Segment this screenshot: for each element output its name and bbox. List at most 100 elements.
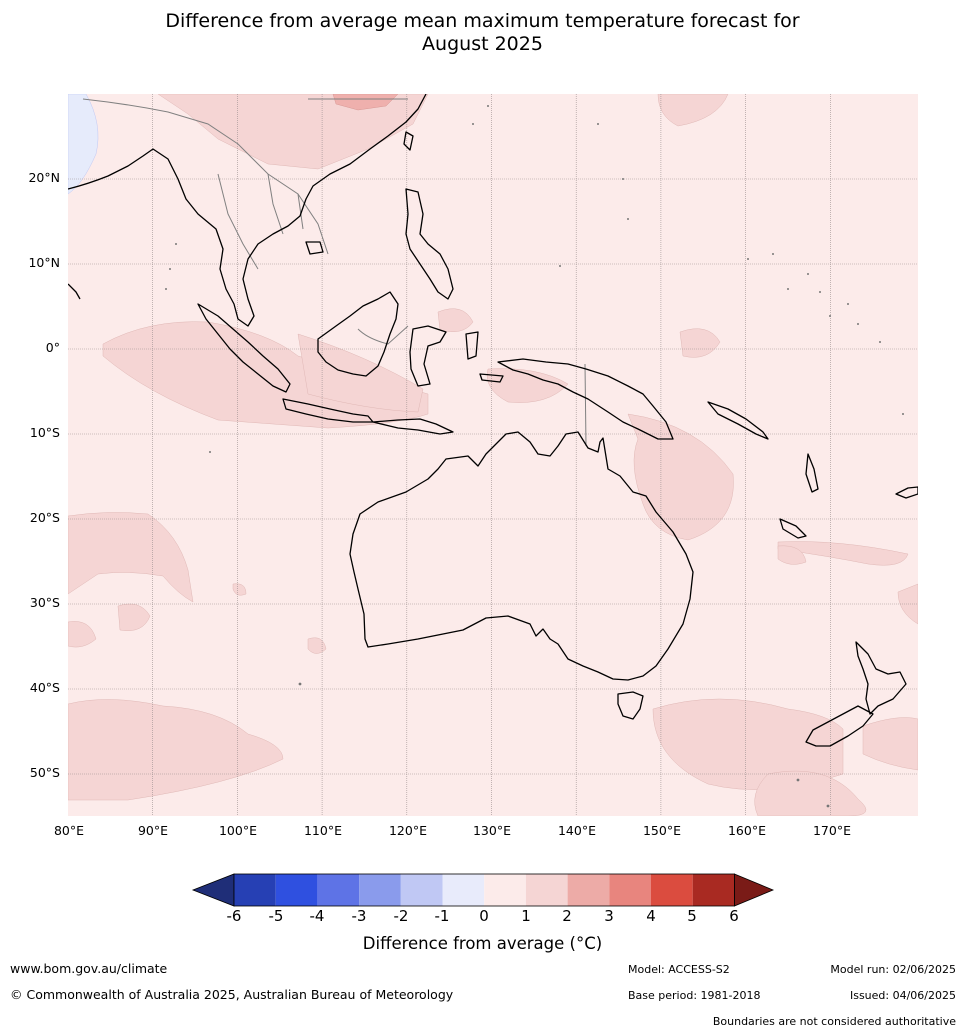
colorbar-segment-6 [484,874,526,906]
anomaly-region-south-china [157,94,429,170]
anomaly-region-south-indian-west [68,512,194,603]
coastline-sumatra [197,303,291,393]
longitude-label-150e: 150°E [642,823,681,838]
colorbar-segment-below-6 [191,873,235,907]
colorbar-segment-8 [567,874,610,906]
colorbar-segment-1 [275,874,318,906]
title-line-2: August 2025 [422,33,543,55]
colorbar-tick-2: 2 [562,907,572,925]
latitude-label-10s: 10°S [29,425,60,440]
coastline-seram [479,373,504,383]
colorbar-tick-6: 6 [729,907,739,925]
anomaly-region-coral-sea [627,413,734,541]
title-line-1: Difference from average mean maximum tem… [165,10,800,32]
colorbar-segment-above-6 [734,873,775,907]
longitude-label-100e: 100°E [218,823,257,838]
footer-disclaimer: Boundaries are not considered authoritat… [712,1015,956,1028]
coastline-sulawesi [409,325,447,387]
latitude-label-10n: 10°N [28,255,60,270]
colorbar-tick-minus-2: -2 [393,907,409,925]
coastline-solomons [707,401,769,440]
coastline-vanuatu [805,453,819,493]
longitude-label-160e: 160°E [727,823,766,838]
anomaly-region-celebes [437,308,474,332]
footer-copyright: © Commonwealth of Australia 2025, Austra… [10,987,454,1002]
anomaly-region-southern-ocean-east [754,770,867,816]
colorbar-segment-10 [651,874,693,906]
coastline-tasmania [617,691,644,720]
coastline-lesser-sunda [372,418,454,435]
longitude-label-170e: 170°E [812,823,851,838]
colorbar-segment-5 [442,874,485,906]
graticule [68,94,918,816]
coastline-hainan [305,241,324,255]
warm-spot-south-china [332,94,399,111]
coastline-fiji [895,486,918,499]
colorbar-tick-1: 1 [521,907,531,925]
coastline-mainland-asia [68,94,427,327]
coastline-india [68,283,81,300]
anomaly-region-southern-ocean-west [68,699,284,801]
coastline-new-guinea [497,358,674,440]
colorbar-tick-minus-5: -5 [268,907,284,925]
anomaly-region-java-sea [297,333,424,413]
longitude-label-110e: 110°E [303,823,342,838]
anomaly-region-png [486,368,569,403]
anomaly-region-pacific-east-1 [777,541,909,566]
coastline-philippines [405,188,454,300]
latitude-label-20s: 20°S [29,510,60,525]
latitude-label-30s: 30°S [29,595,60,610]
anomaly-region-south-indian-small-2 [68,621,97,648]
colorbar-tick-5: 5 [687,907,697,925]
anomaly-region-pacific-north [657,94,729,127]
colorbar-segment-3 [359,874,401,906]
colorbar-tick-3: 3 [604,907,614,925]
latitude-label-50s: 50°S [29,765,60,780]
colorbar-tick-4: 4 [646,907,656,925]
anomaly-region-small-1 [232,583,247,596]
colorbar-segment-4 [400,874,443,906]
anomaly-region-south-indian-small-1 [117,603,151,631]
latitude-label-equator: 0° [45,340,60,355]
anomaly-region-pacific-equatorial [679,328,721,358]
longitude-label-90e: 90°E [137,823,169,838]
map-canvas [68,94,918,816]
coastline-new-caledonia [779,518,807,539]
colorbar-tick-minus-1: -1 [434,907,450,925]
longitude-label-140e: 140°E [557,823,596,838]
longitude-label-120e: 120°E [388,823,427,838]
anomaly-region-tasman-islet [777,545,807,565]
latitude-label-20n: 20°N [28,170,60,185]
colorbar [191,873,775,907]
forecast-map [68,94,918,816]
colorbar-tick-minus-6: -6 [226,907,242,925]
colorbar-tick-minus-4: -4 [309,907,325,925]
footer-model: Model: ACCESS-S2 [628,963,730,976]
colorbar-tick-0: 0 [479,907,489,925]
footer-website: www.bom.gov.au/climate [10,961,168,976]
country-borders [82,98,587,447]
longitude-label-80e: 80°E [53,823,85,838]
map-title: Difference from average mean maximum tem… [0,10,965,56]
colorbar-segment-9 [609,874,651,906]
colorbar-title: Difference from average (°C) [362,934,603,953]
colorbar-segment-11 [692,874,735,906]
footer-base-period: Base period: 1981-2018 [628,989,761,1002]
anomaly-region-small-2 [307,637,327,654]
anomaly-region-east-nz [862,717,918,771]
coastline-nz-south [805,705,874,747]
coastline-australia [349,431,694,681]
anomaly-regions [68,94,918,816]
latitude-label-40s: 40°S [29,680,60,695]
coastline-taiwan [403,131,414,151]
coastlines [68,94,918,747]
footer-issued: Issued: 04/06/2025 [849,989,956,1002]
coastline-borneo [317,291,399,377]
coastline-nz-north [855,641,907,715]
cool-spot-arabian [68,94,99,195]
coastline-maluku [465,331,479,360]
colorbar-segment-7 [525,874,568,906]
colorbar-segment-0 [234,874,276,906]
footer-model-run: Model run: 02/06/2025 [830,963,956,976]
small-islands [165,105,904,808]
